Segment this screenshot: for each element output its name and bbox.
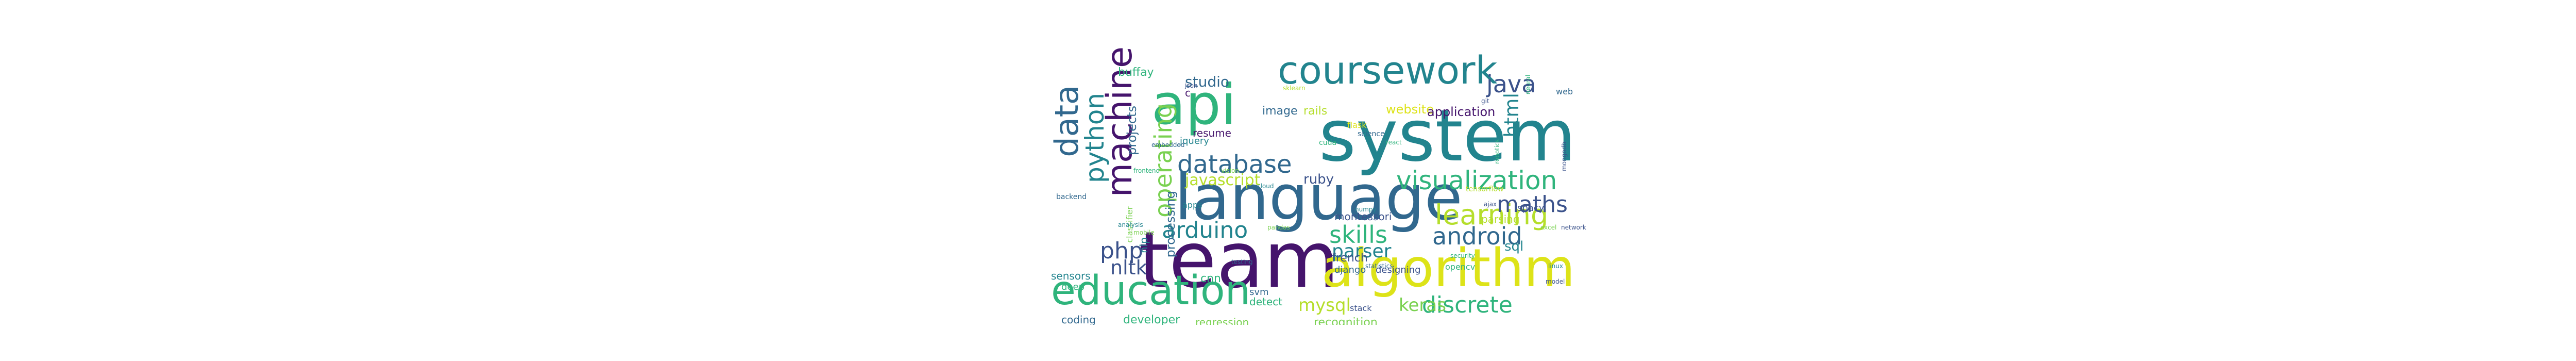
word-studio: studio [1185, 73, 1229, 90]
word-skills: skills [1329, 221, 1387, 249]
word-embedded: embedded [1151, 141, 1185, 149]
word-backend: backend [1056, 193, 1087, 201]
word-algorithm: algorithm [1321, 238, 1575, 299]
word-java: java [1486, 70, 1536, 98]
word-designing: designing [1376, 265, 1421, 275]
word-spacy: spacy [1517, 203, 1545, 214]
word-web: web [1556, 87, 1573, 96]
word-api: api [1151, 73, 1236, 137]
word-jquery: jquery [1180, 136, 1209, 146]
word-coursework: coursework [1278, 48, 1498, 93]
word-parser: parser [1332, 241, 1392, 262]
word-nltk: nltk [1110, 256, 1147, 279]
word-python: python [1080, 93, 1110, 183]
word-sql: sql [1504, 239, 1524, 254]
word-react: react [1386, 139, 1402, 146]
word-c: c [1185, 87, 1191, 99]
word-excel: excel [1540, 224, 1557, 231]
word-arduino: arduino [1162, 217, 1248, 243]
word-testing: testing [1231, 258, 1253, 266]
word-nlp: nlp [1138, 237, 1150, 253]
word-application: application [1427, 105, 1496, 119]
word-json: json [1185, 82, 1198, 89]
word-svm: svm [1249, 287, 1269, 298]
word-resume: resume [1193, 127, 1231, 139]
word-cnn: cnn [1200, 272, 1221, 285]
word-buffay: buffay [1118, 66, 1154, 79]
word-opencv: opencv [1445, 262, 1476, 272]
word-education: education [1051, 268, 1251, 314]
word-network: network [1561, 224, 1586, 231]
word-keras: keras [1399, 295, 1446, 316]
word-detect: detect [1249, 296, 1282, 308]
word-learning: learning [1435, 199, 1549, 231]
word-model: model [1546, 278, 1565, 285]
word-maths: maths [1497, 191, 1568, 218]
word-django: django [1334, 265, 1366, 275]
word-discrete: discrete [1422, 292, 1513, 318]
word-montessori: montessori [1334, 210, 1392, 223]
word-robotics: robotics [1494, 139, 1501, 164]
word-ruby: ruby [1303, 172, 1334, 187]
word-cuda: cuda [1319, 139, 1337, 147]
word-website: website [1386, 102, 1434, 117]
word-database: database [1177, 150, 1292, 179]
word-rails: rails [1303, 105, 1328, 118]
word-visualization: visualization [1396, 166, 1557, 195]
word-flask: flask [1347, 120, 1367, 130]
word-developer: developer [1123, 314, 1180, 325]
word-apps: apps [1182, 200, 1202, 210]
word-ajax: ajax [1484, 201, 1497, 208]
word-deep: deep [1061, 282, 1084, 292]
word-frontend: frontend [1133, 167, 1160, 174]
word-analysis: analysis [1118, 221, 1143, 228]
word-javascript: javascript [1185, 171, 1261, 189]
word-git: git [1481, 97, 1489, 105]
word-projects: projects [1125, 106, 1139, 155]
word-linux: linux [1548, 262, 1563, 270]
word-vision: vision [1221, 167, 1239, 174]
word-processing: processing [1163, 191, 1178, 258]
word-tensorflow: tensorflow [1466, 185, 1504, 193]
word-sensors: sensors [1051, 270, 1091, 282]
word-science: science [1358, 130, 1385, 138]
word-parsing: parsing [1481, 213, 1520, 225]
word-coding: coding [1061, 314, 1096, 325]
word-statistics: statistics [1365, 262, 1393, 270]
word-recognition: recognition [1314, 316, 1378, 325]
word-php: php [1100, 238, 1143, 264]
word-sklearn: sklearn [1283, 85, 1306, 92]
word-image: image [1262, 105, 1298, 118]
word-data: data [1048, 85, 1086, 157]
word-language: language [1175, 162, 1463, 234]
word-cloud: cloud [1257, 183, 1274, 190]
word-mobile: mobile [1133, 229, 1155, 236]
word-regression: regression [1195, 316, 1249, 325]
word-mongodb: mongodb [1561, 142, 1568, 171]
word-system: system [1319, 94, 1576, 177]
word-security: security [1450, 252, 1475, 259]
word-stack: stack [1350, 303, 1372, 313]
word-html: html [1500, 93, 1523, 138]
word-pandas: pandas [1267, 224, 1290, 231]
word-numpy: numpy [1355, 206, 1377, 213]
word-french: french [1332, 252, 1368, 265]
word-neural: neural [1524, 75, 1532, 95]
word-cloud: system language team algorithm api coursework… [1046, 36, 1597, 325]
word-android: android [1432, 222, 1522, 250]
word-mysql: mysql [1298, 295, 1351, 316]
word-team: team [1139, 216, 1340, 305]
